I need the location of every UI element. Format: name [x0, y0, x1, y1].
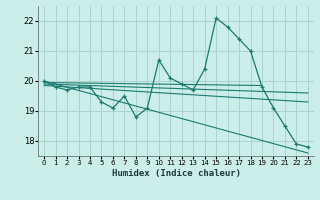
- X-axis label: Humidex (Indice chaleur): Humidex (Indice chaleur): [111, 169, 241, 178]
